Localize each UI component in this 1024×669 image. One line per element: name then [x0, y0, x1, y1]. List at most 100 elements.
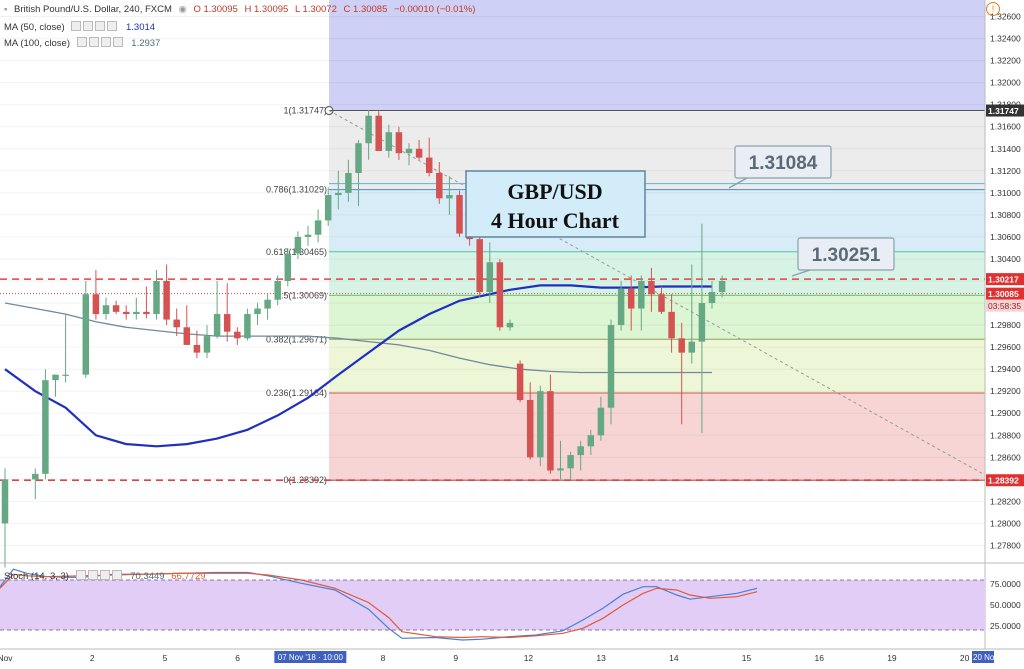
candle[interactable]	[425, 137, 433, 177]
candle[interactable]	[173, 308, 180, 337]
candle[interactable]	[203, 325, 211, 359]
candle[interactable]	[42, 369, 49, 480]
candle[interactable]	[678, 322, 685, 425]
candle[interactable]	[62, 314, 69, 383]
candle[interactable]	[486, 242, 494, 304]
candle[interactable]	[506, 319, 514, 331]
candle[interactable]	[516, 360, 524, 403]
candle[interactable]	[668, 294, 675, 353]
time-axis[interactable]	[0, 649, 1024, 669]
candle[interactable]	[415, 139, 423, 160]
visibility-icon[interactable]: ◉	[178, 4, 187, 15]
candle[interactable]	[294, 231, 302, 259]
candle[interactable]	[324, 187, 332, 226]
candle[interactable]	[355, 139, 362, 207]
candle[interactable]	[223, 283, 231, 342]
candle[interactable]	[557, 440, 564, 480]
candle-body	[314, 220, 322, 235]
diagonal-trendline[interactable]	[328, 110, 986, 476]
candle[interactable]	[708, 281, 716, 309]
title-line1: GBP/USD	[507, 179, 602, 204]
candle[interactable]	[587, 429, 595, 456]
candle[interactable]	[163, 264, 170, 326]
candle-body	[718, 281, 726, 293]
candle[interactable]	[537, 385, 544, 467]
candle[interactable]	[476, 234, 483, 298]
candle[interactable]	[547, 374, 554, 474]
candle[interactable]	[698, 223, 706, 434]
fib-band	[329, 295, 985, 340]
candle[interactable]	[718, 275, 726, 298]
ma50-settings-icon[interactable]	[71, 21, 119, 33]
candle[interactable]	[405, 143, 413, 166]
candle[interactable]	[365, 110, 372, 160]
price-tag-text: 1.30217	[988, 275, 1019, 285]
candle[interactable]	[385, 124, 393, 158]
candle[interactable]	[213, 281, 221, 339]
callout-30251[interactable]: 1.30251	[791, 237, 895, 277]
candle[interactable]	[264, 294, 271, 320]
time-tick-label: 19	[887, 653, 897, 663]
ma50-line[interactable]	[4, 284, 712, 448]
alert-icon[interactable]: !	[986, 2, 1000, 16]
stoch-settings-icon[interactable]	[75, 570, 124, 582]
candle[interactable]	[446, 176, 453, 215]
candle[interactable]	[1, 468, 9, 568]
candle[interactable]	[607, 319, 615, 425]
candle[interactable]	[617, 281, 625, 331]
candle[interactable]	[143, 286, 150, 319]
candle[interactable]	[112, 300, 120, 315]
candle[interactable]	[52, 374, 59, 397]
callout-31084[interactable]: 1.31084	[728, 145, 832, 189]
candle[interactable]	[648, 267, 655, 312]
candle[interactable]	[133, 297, 140, 320]
candle-body	[476, 239, 483, 293]
candle-body	[122, 311, 130, 315]
ma100-line[interactable]	[4, 302, 712, 374]
candle[interactable]	[153, 269, 160, 320]
candle[interactable]	[284, 247, 292, 287]
countdown-label: 03:58:35	[988, 301, 1021, 311]
candle[interactable]	[496, 258, 504, 331]
candle[interactable]	[122, 305, 130, 320]
candle[interactable]	[627, 275, 635, 331]
candle-body	[264, 299, 271, 309]
candle[interactable]	[102, 297, 110, 320]
time-tick-label: 15	[742, 653, 752, 663]
candle[interactable]	[658, 286, 665, 315]
candle[interactable]	[638, 275, 645, 331]
candle[interactable]	[577, 440, 584, 471]
symbol-title: British Pound/U.S. Dollar, 240, FXCM	[14, 4, 172, 15]
candle[interactable]	[335, 170, 342, 210]
title-annotation[interactable]: GBP/USD 4 Hour Chart	[465, 170, 646, 238]
candle[interactable]	[436, 161, 443, 204]
fib-band	[329, 339, 985, 393]
candle[interactable]	[254, 303, 261, 326]
candle[interactable]	[82, 281, 90, 378]
candle[interactable]	[183, 305, 191, 345]
candle-body	[577, 446, 584, 456]
candle[interactable]	[274, 275, 281, 306]
candle[interactable]	[32, 468, 39, 500]
time-end-bg	[972, 651, 994, 663]
candle[interactable]	[597, 396, 605, 441]
candle[interactable]	[92, 269, 100, 320]
ma100-settings-icon[interactable]	[76, 37, 125, 49]
candle[interactable]	[395, 126, 403, 160]
chart-type-icon[interactable]: ▪	[4, 4, 8, 15]
candle[interactable]	[688, 264, 696, 364]
candle[interactable]	[244, 308, 251, 341]
candle[interactable]	[345, 159, 352, 202]
candle[interactable]	[567, 451, 574, 480]
candle-body	[567, 455, 574, 469]
candle[interactable]	[375, 111, 382, 151]
candle[interactable]	[193, 330, 201, 359]
price-tick-label: 1.28600	[990, 452, 1021, 462]
candle-body	[617, 288, 625, 326]
candle[interactable]	[526, 382, 534, 460]
candle[interactable]	[304, 225, 312, 246]
candle[interactable]	[456, 190, 463, 237]
candle[interactable]	[314, 209, 322, 243]
candle[interactable]	[234, 327, 241, 345]
